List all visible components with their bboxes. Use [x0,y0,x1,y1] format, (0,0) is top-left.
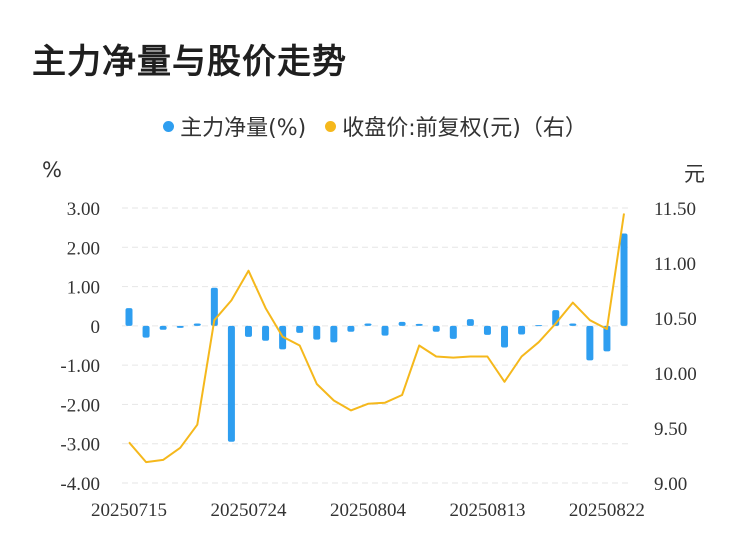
bar[interactable] [449,325,457,339]
left-tick-label: -2.00 [60,395,100,416]
left-axis-unit: % [42,158,62,182]
chart-title: 主力净量与股价走势 [32,42,347,82]
x-tick-label: 20250813 [449,500,525,521]
legend-item-net-volume[interactable]: 主力净量(%) [163,110,306,142]
right-tick-label: 9.50 [654,419,687,440]
bar[interactable] [313,325,321,340]
bar[interactable] [483,325,491,335]
right-tick-label: 11.00 [654,254,696,275]
bar[interactable] [296,325,304,333]
bar[interactable] [381,325,389,336]
bar-series [125,233,628,442]
gridlines [122,207,632,484]
right-axis-ticks: 11.50 11.00 10.50 10.00 9.50 9.00 [654,199,697,495]
legend-label-net-volume: 主力净量(%) [180,116,307,141]
left-tick-label: 1.00 [67,278,100,299]
bar[interactable] [347,325,355,332]
bar[interactable] [535,325,543,327]
left-tick-label: 3.00 [67,199,100,220]
left-tick-label: -1.00 [60,356,100,377]
bar[interactable] [210,287,218,326]
bar[interactable] [244,325,252,337]
bar[interactable] [159,325,167,330]
bar[interactable] [125,308,133,326]
left-tick-label: -3.00 [60,435,100,456]
line-series [128,213,625,464]
bar[interactable] [620,233,628,326]
bar[interactable] [501,325,509,348]
legend: 主力净量(%) 收盘价:前复权(元)（右） [0,110,750,142]
left-tick-label: -4.00 [60,474,100,495]
bar[interactable] [603,325,611,352]
bar[interactable] [330,325,338,343]
bar[interactable] [398,321,406,326]
legend-label-close-price: 收盘价:前复权(元)（右） [342,116,587,141]
x-tick-label: 20250804 [330,500,407,521]
left-tick-label: 2.00 [67,238,100,259]
right-tick-label: 11.50 [654,199,696,220]
bar[interactable] [415,323,423,326]
close-price-line[interactable] [128,213,625,464]
bar[interactable] [227,325,235,442]
right-tick-label: 10.50 [654,309,697,330]
legend-swatch-blue [163,120,175,132]
bar[interactable] [466,319,474,326]
x-axis-ticks: 20250715 20250724 20250804 20250813 20250822 [91,500,645,521]
right-tick-label: 9.00 [654,474,687,495]
bar[interactable] [364,323,372,326]
x-tick-label: 20250822 [569,500,645,521]
x-tick-label: 20250715 [91,500,167,521]
bar[interactable] [176,325,184,328]
right-tick-label: 10.00 [654,364,697,385]
legend-swatch-yellow [325,120,337,132]
bar[interactable] [193,323,201,326]
bar[interactable] [586,325,594,361]
right-axis-unit: 元 [684,162,705,186]
left-tick-label: 0 [91,317,101,338]
legend-item-close-price[interactable]: 收盘价:前复权(元)（右） [325,110,587,142]
bar[interactable] [262,325,270,341]
bar[interactable] [142,325,150,338]
bar[interactable] [432,325,440,332]
bar[interactable] [518,325,526,335]
x-tick-label: 20250724 [210,500,287,521]
left-axis-ticks: 3.00 2.00 1.00 0 -1.00 -2.00 -3.00 -4.00 [60,199,100,495]
bar[interactable] [569,323,577,326]
